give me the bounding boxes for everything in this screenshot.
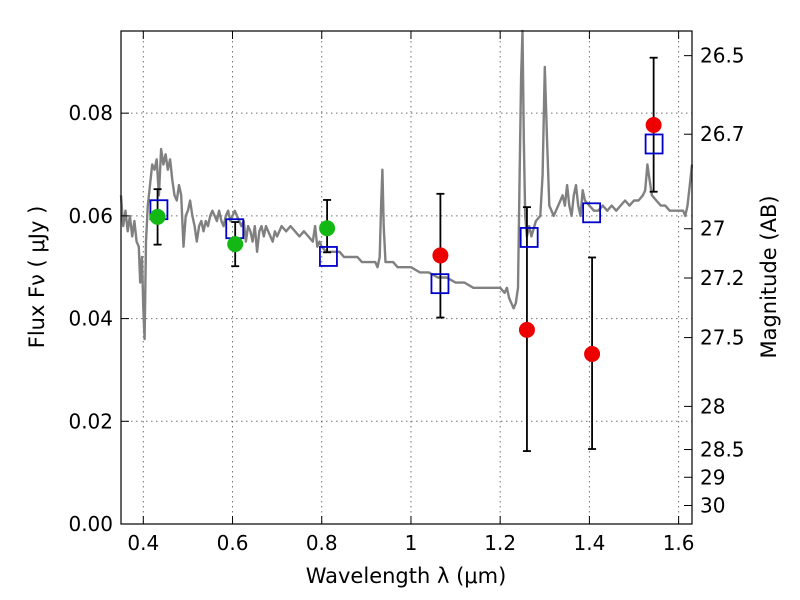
x-tick-label: 1.6 — [663, 531, 695, 555]
y-tick-label: 0.06 — [68, 204, 113, 228]
x-axis-label: Wavelength λ (μm) — [306, 564, 507, 588]
observed-point — [645, 116, 662, 133]
observed-point — [319, 220, 336, 237]
x-tick-labels: 0.4 0.6 0.8 1 1.2 1.4 1.6 — [127, 531, 694, 555]
y-tick-label: 0.00 — [68, 512, 113, 536]
spectrum-series — [119, 29, 694, 341]
observed-point — [584, 346, 601, 363]
right-tick-labels: 26.5 26.7 27 27.2 27.5 28 28.5 29 30 — [700, 44, 745, 518]
right-tick-label: 26.7 — [700, 122, 745, 146]
right-tick-label: 30 — [700, 494, 725, 518]
x-tick-label: 0.8 — [306, 531, 338, 555]
right-tick-label: 27 — [700, 217, 725, 241]
observed-point — [227, 236, 244, 253]
observed-points — [149, 116, 662, 363]
right-tick-label: 27.5 — [700, 326, 745, 350]
y-axis-label: Flux Fν ( μJy ) — [25, 206, 49, 349]
y-tick-label: 0.04 — [68, 307, 113, 331]
x-tick-label: 0.4 — [127, 531, 159, 555]
model-square — [319, 246, 338, 267]
y-tick-label: 0.08 — [68, 101, 113, 125]
right-tick-label: 28 — [700, 394, 725, 418]
tick-marks — [121, 31, 692, 525]
right-tick-label: 29 — [700, 465, 725, 489]
grid — [121, 31, 692, 524]
model-square — [430, 273, 450, 295]
right-tick-label: 28.5 — [700, 438, 745, 462]
observed-point — [432, 247, 449, 264]
model-square — [519, 227, 539, 248]
plot-frame — [120, 30, 693, 525]
model-square — [644, 133, 664, 155]
x-tick-label: 1 — [405, 531, 418, 555]
model-square — [582, 202, 602, 224]
observed-point — [149, 208, 166, 225]
observed-point — [518, 321, 535, 338]
right-axis-label: Magnitude (AB) — [757, 195, 781, 358]
right-tick-label: 26.5 — [700, 44, 745, 68]
error-bars — [153, 56, 658, 452]
spectrum-line — [119, 29, 694, 341]
x-tick-label: 0.6 — [217, 531, 249, 555]
y-tick-label: 0.02 — [68, 409, 113, 433]
y-tick-labels: 0.00 0.02 0.04 0.06 0.08 — [68, 101, 113, 536]
right-tick-label: 27.2 — [700, 266, 745, 290]
x-tick-label: 1.4 — [573, 531, 605, 555]
x-tick-label: 1.2 — [484, 531, 516, 555]
